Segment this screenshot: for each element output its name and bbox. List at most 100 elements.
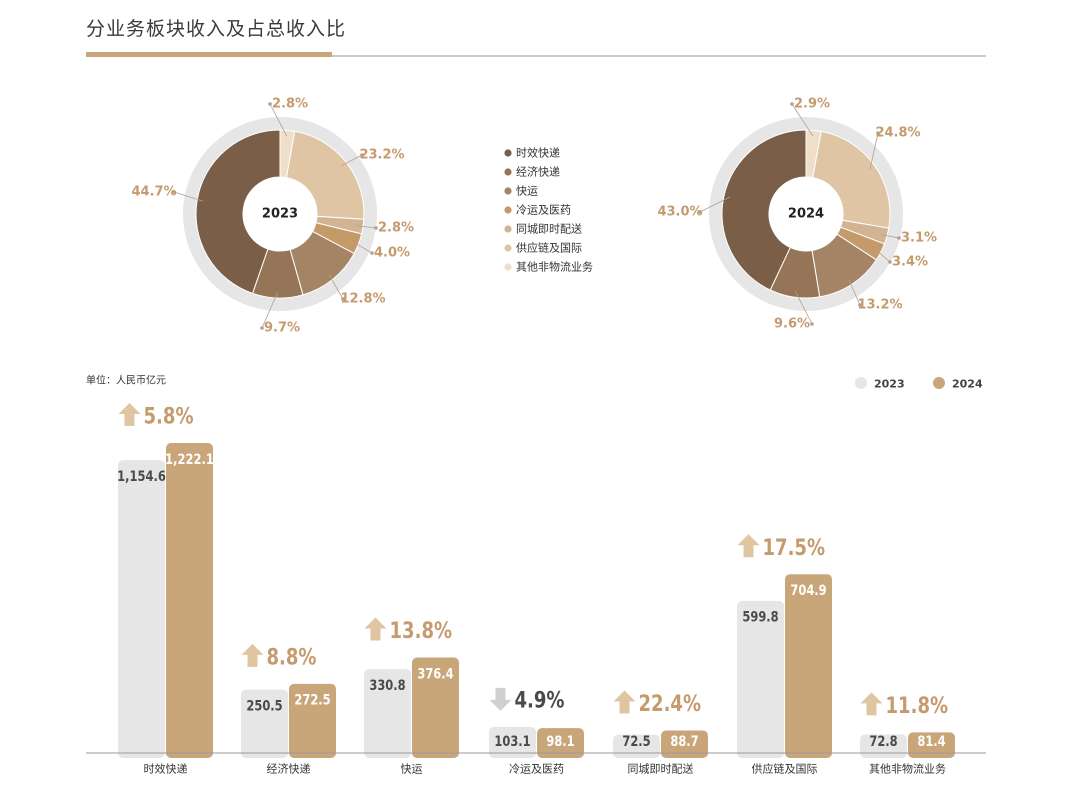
bar-category-label: 供应链及国际: [752, 762, 818, 776]
title-divider: [86, 55, 986, 57]
bar-category-label: 同城即时配送: [628, 762, 694, 776]
donut-center-hole: [243, 177, 317, 251]
donut-percent-label: 9.7%: [264, 321, 300, 336]
donut-percent-label: 2.8%: [272, 97, 308, 112]
growth-up-arrow-icon: [737, 534, 760, 558]
growth-up-arrow-icon: [364, 617, 387, 641]
donut-leader-line: [699, 196, 731, 213]
bar-2023: [737, 600, 784, 758]
bar-legend-label-2024: 2024: [952, 378, 983, 391]
bar-value-label-2023: 250.5: [246, 698, 282, 714]
donut-leader-dot: [698, 210, 702, 214]
legend-label: 经济快递: [516, 165, 560, 179]
donut-leader-line: [352, 241, 373, 254]
donut-leader-line: [328, 274, 344, 300]
donut-percent-label: 2.9%: [794, 97, 830, 112]
bar-value-label-2023: 72.5: [622, 734, 650, 750]
donut-leader-line: [881, 234, 900, 239]
donut-leader-dot: [888, 260, 892, 264]
bar-2023: [241, 689, 288, 758]
donut-leader-dot: [370, 251, 374, 255]
donut-leader-dot: [897, 236, 901, 240]
growth-percent-label: 22.4%: [639, 690, 702, 716]
growth-up-arrow-icon: [860, 692, 883, 716]
legend-dot: [504, 187, 512, 195]
donut-leader-dot: [172, 190, 176, 194]
donut-percent-label: 3.1%: [901, 231, 937, 246]
growth-percent-label: 8.8%: [267, 644, 317, 670]
bar-2024: [166, 443, 213, 758]
legend-label: 时效快递: [516, 146, 560, 160]
growth-percent-label: 4.9%: [515, 687, 565, 713]
bar-category-label: 经济快递: [267, 762, 311, 776]
bar-legend-dot-2023: [855, 377, 867, 389]
legend-dot: [504, 168, 512, 176]
donut-leader-line: [848, 279, 861, 306]
donut-percent-label: 12.8%: [340, 292, 385, 307]
donut-leader-dot: [360, 153, 364, 157]
legend-label: 同城即时配送: [516, 222, 582, 236]
bar-value-label-2024: 81.4: [917, 734, 945, 750]
donut-leader-line: [869, 132, 879, 170]
donut-percent-label: 4.0%: [374, 246, 410, 261]
donut-center-year: 2024: [788, 207, 824, 222]
legend-label: 快运: [516, 185, 538, 198]
donut-leader-dot: [810, 322, 814, 326]
donut-leader-line: [341, 154, 363, 167]
legend-dot: [504, 206, 512, 214]
bar-value-label-2024: 98.1: [546, 734, 574, 750]
donut-leader-line: [791, 103, 814, 137]
legend-dot: [504, 149, 512, 157]
growth-percent-label: 13.8%: [390, 617, 453, 643]
legend-dot: [504, 225, 512, 233]
bar-value-label-2023: 330.8: [369, 678, 405, 694]
growth-percent-label: 5.8%: [144, 403, 194, 429]
bar-2023: [489, 726, 536, 758]
bar-value-label-2023: 599.8: [742, 610, 778, 626]
donut-leader-dot: [268, 102, 272, 106]
bar-category-label: 快运: [401, 763, 423, 776]
donut-percent-label: 13.2%: [857, 298, 902, 313]
donut-leader-dot: [260, 326, 264, 330]
bar-category-label: 时效快递: [144, 762, 188, 776]
bar-value-label-2024: 376.4: [417, 666, 453, 682]
bar-legend-dot-2024: [933, 377, 945, 389]
legend-dot: [504, 244, 512, 252]
donut-leader-line: [875, 249, 891, 263]
donut-center-year: 2023: [262, 207, 298, 222]
bar-value-label-2023: 72.8: [869, 734, 897, 750]
bar-2024: [412, 657, 459, 758]
donut-leader-line: [261, 291, 279, 329]
bar-2023: [118, 460, 165, 758]
donut-percent-label: 3.4%: [892, 255, 928, 270]
growth-down-arrow-icon: [489, 687, 512, 711]
bar-value-label-2024: 704.9: [790, 583, 826, 599]
legend-label: 供应链及国际: [516, 241, 582, 255]
donut-leader-line: [357, 225, 377, 229]
growth-up-arrow-icon: [118, 403, 141, 426]
donut-leader-dot: [341, 297, 345, 301]
donut-percent-label: 2.8%: [378, 221, 414, 236]
bar-value-label-2023: 103.1: [494, 734, 530, 750]
bar-2024: [785, 574, 832, 758]
bar-2024: [289, 683, 336, 758]
growth-percent-label: 11.8%: [886, 692, 949, 718]
donut-percent-label: 44.7%: [131, 185, 176, 200]
donut-leader-line: [269, 103, 288, 137]
donut-percent-label: 9.6%: [774, 317, 810, 332]
page-title: 分业务板块收入及占总收入比: [86, 18, 347, 40]
bar-value-label-2024: 88.7: [670, 734, 698, 750]
bar-category-label: 冷运及医药: [509, 763, 564, 776]
growth-percent-label: 17.5%: [763, 534, 826, 560]
bar-2023: [613, 734, 660, 758]
bar-value-label-2024: 272.5: [294, 693, 330, 709]
donut-percent-label: 23.2%: [359, 148, 404, 163]
donut-center-hole: [769, 177, 843, 251]
donut-leader-line: [794, 291, 813, 325]
donut-leader-dot: [374, 226, 378, 230]
donut-leader-dot: [790, 102, 794, 106]
donut-leader-line: [173, 191, 204, 202]
bar-value-label-2023: 1,154.6: [117, 469, 166, 485]
donut-percent-label: 24.8%: [875, 126, 920, 141]
growth-up-arrow-icon: [613, 690, 636, 714]
